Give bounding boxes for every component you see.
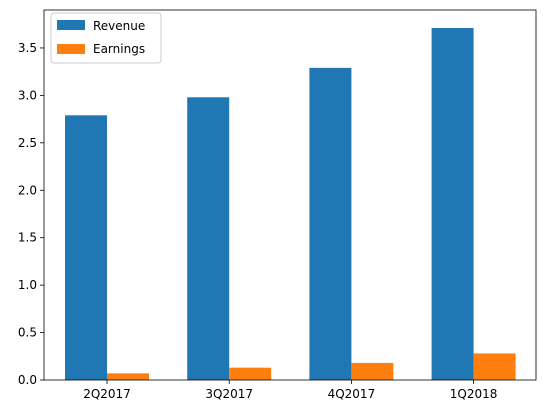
- legend: Revenue Earnings: [50, 12, 162, 64]
- bar-earnings-2q2017: [107, 373, 149, 380]
- bar-revenue-4q2017: [309, 67, 352, 380]
- x-tick-label: 1Q2018: [450, 387, 498, 401]
- plot-area-frame: [43, 9, 537, 381]
- x-axis: 2Q2017 3Q2017 4Q2017 1Q2018: [83, 380, 497, 401]
- legend-label-earnings: Earnings: [93, 42, 145, 56]
- legend-swatch-revenue: [57, 20, 85, 30]
- bars-layer: [65, 28, 516, 381]
- y-tick-label: 2.5: [18, 136, 37, 150]
- bar-revenue-3q2017: [187, 97, 230, 381]
- y-tick-label: 0.0: [18, 373, 37, 387]
- bar-earnings-3q2017: [229, 367, 272, 380]
- bar-revenue-1q2018: [431, 28, 474, 381]
- bar-revenue-2q2017: [65, 115, 107, 381]
- y-tick-label: 1.0: [18, 278, 37, 292]
- y-tick-label: 3.0: [18, 88, 37, 102]
- x-tick-label: 3Q2017: [205, 387, 253, 401]
- x-tick-label: 2Q2017: [83, 387, 131, 401]
- legend-swatch-earnings: [57, 44, 85, 54]
- y-tick-label: 1.5: [18, 231, 37, 245]
- x-tick-label: 4Q2017: [328, 387, 376, 401]
- y-tick-label: 0.5: [18, 326, 37, 340]
- bar-earnings-4q2017: [351, 362, 394, 380]
- legend-label-revenue: Revenue: [93, 19, 145, 33]
- y-tick-label: 2.0: [18, 183, 37, 197]
- y-tick-label: 3.5: [18, 41, 37, 55]
- bar-earnings-1q2018: [473, 353, 516, 380]
- y-axis: 0.0 0.5 1.0 1.5 2.0 2.5 3.0 3.5: [18, 41, 44, 387]
